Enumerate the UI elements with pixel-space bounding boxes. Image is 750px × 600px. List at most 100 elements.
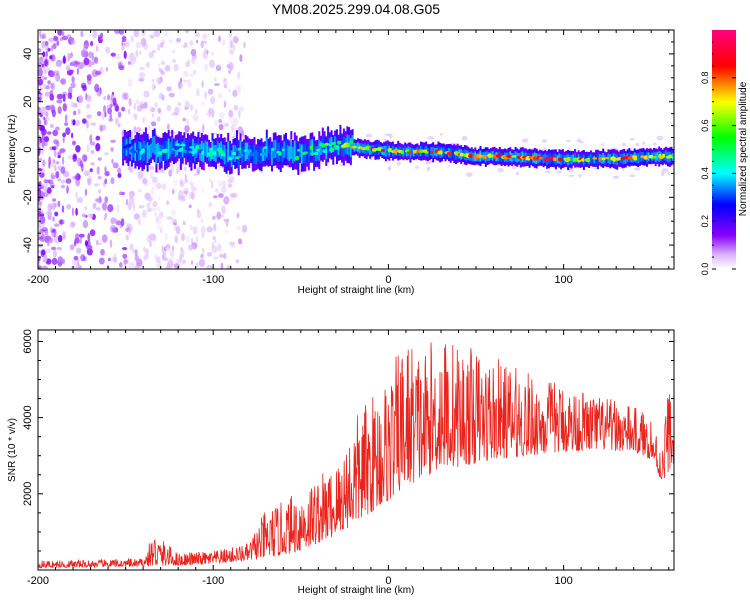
spectrogram-band-core bbox=[446, 151, 453, 156]
spectrogram-noise-mark bbox=[189, 181, 194, 187]
spectrogram-noise-mark bbox=[133, 213, 140, 220]
spectrogram-noise-mark bbox=[86, 175, 93, 183]
spectrogram-noise-mark bbox=[179, 180, 185, 188]
spectrogram-band-core bbox=[334, 145, 341, 150]
spectrogram-noise-mark bbox=[90, 149, 95, 154]
spectrogram-noise-mark bbox=[62, 56, 67, 64]
spectrogram-noise-mark bbox=[128, 261, 135, 269]
spectrogram-noise-mark bbox=[223, 196, 230, 205]
spectrogram-noise-mark bbox=[111, 158, 114, 164]
spectrogram-noise-mark bbox=[70, 265, 77, 269]
spectrogram-noise-mark bbox=[103, 105, 107, 114]
spectrogram-noise-mark bbox=[57, 178, 62, 182]
spectrogram-band-mid bbox=[136, 139, 139, 159]
spectrogram-noise-mark bbox=[75, 207, 78, 216]
spectrogram-halo-mark bbox=[580, 141, 584, 144]
spectrogram-band-core bbox=[652, 155, 658, 159]
spectrogram-noise-mark bbox=[176, 38, 181, 43]
spectrogram-noise-mark bbox=[61, 205, 65, 213]
spectrogram-noise-mark bbox=[49, 93, 55, 101]
spectrogram-band-core bbox=[584, 157, 592, 163]
spectrogram-noise-mark bbox=[86, 74, 92, 81]
spectrogram-noise-mark bbox=[86, 120, 89, 129]
spectrogram-noise-mark bbox=[38, 157, 43, 162]
spectrogram-noise-mark bbox=[238, 110, 241, 118]
spectrogram-noise-mark bbox=[223, 252, 227, 260]
spectrogram-noise-mark bbox=[204, 63, 209, 71]
spectrogram-noise-mark bbox=[206, 252, 213, 257]
spectrogram-halo-mark bbox=[466, 172, 473, 178]
spectrogram-noise-mark bbox=[119, 262, 123, 268]
spectrogram-noise-mark bbox=[105, 46, 111, 54]
spectrogram-noise-mark bbox=[50, 45, 54, 52]
spectrogram-noise-mark bbox=[107, 94, 110, 101]
spectrogram-band-core bbox=[126, 143, 133, 148]
spectrogram-noise-mark bbox=[154, 212, 157, 217]
spectrogram-halo-mark bbox=[542, 147, 547, 151]
spectrogram-noise-mark bbox=[95, 207, 101, 211]
spectrogram-noise-mark bbox=[178, 81, 182, 89]
spectrogram-band-mid bbox=[255, 150, 258, 165]
spectrogram-noise-mark bbox=[61, 35, 68, 41]
spectrogram-noise-mark bbox=[42, 141, 46, 148]
spectrogram-noise-mark bbox=[235, 259, 240, 264]
spectrogram-noise-mark bbox=[140, 37, 147, 47]
spectrogram-noise-mark bbox=[87, 232, 91, 242]
spectrogram-band-core bbox=[295, 155, 300, 161]
spectrogram-halo-mark bbox=[396, 161, 401, 166]
spectrogram-noise-mark bbox=[228, 89, 231, 93]
spectrogram-noise-mark bbox=[41, 227, 48, 232]
spectrogram-halo-mark bbox=[169, 163, 173, 167]
spectrogram-noise-mark bbox=[122, 253, 128, 259]
spectrogram-noise-mark bbox=[62, 171, 70, 178]
spectrogram-noise-mark bbox=[39, 92, 44, 100]
spectrogram-noise-mark bbox=[203, 48, 208, 55]
spectrogram-noise-mark bbox=[217, 243, 222, 252]
spectrogram-noise-mark bbox=[151, 207, 157, 212]
spectrogram-noise-mark bbox=[39, 34, 45, 39]
spectrogram-noise-mark bbox=[233, 118, 239, 126]
spectrogram-band-mid bbox=[243, 146, 245, 162]
spectrogram-noise-mark bbox=[72, 140, 76, 146]
spectrogram-noise-mark bbox=[74, 241, 77, 247]
spectrogram-ytick-label: -20 bbox=[22, 189, 34, 205]
spectrogram-noise-mark bbox=[104, 152, 109, 156]
spectrogram-noise-mark bbox=[207, 88, 214, 95]
spectrogram-band-core bbox=[261, 151, 267, 156]
spectrogram-noise-mark bbox=[202, 33, 208, 40]
spectrogram-noise-mark bbox=[112, 162, 119, 169]
spectrogram-noise-mark bbox=[59, 148, 66, 153]
spectrogram-noise-mark bbox=[149, 165, 155, 171]
spectrogram-band-mid bbox=[186, 139, 189, 156]
spectrogram-noise-mark bbox=[66, 185, 69, 194]
spectrogram-noise-mark bbox=[220, 262, 224, 269]
spectrogram-band-core bbox=[237, 147, 242, 151]
spectrogram-noise-mark bbox=[239, 54, 243, 62]
colorbar-tick-label: 0.8 bbox=[700, 72, 710, 85]
spectrogram-band-core bbox=[263, 146, 269, 149]
spectrogram-band-core bbox=[173, 145, 180, 151]
spectrogram-noise-mark bbox=[228, 109, 234, 118]
spectrogram-noise-mark bbox=[57, 154, 61, 159]
spectrogram-noise-mark bbox=[154, 253, 157, 260]
spectrogram-noise-mark bbox=[161, 245, 164, 253]
spectrogram-xlabel: Height of straight line (km) bbox=[298, 285, 415, 296]
spectrogram-noise-mark bbox=[110, 52, 117, 57]
spectrogram-noise-mark bbox=[49, 104, 55, 110]
spectrogram-band-core bbox=[131, 150, 138, 154]
spectrogram-noise-mark bbox=[201, 80, 204, 88]
spectrogram-noise-mark bbox=[196, 262, 199, 268]
spectrogram-noise-mark bbox=[128, 97, 132, 107]
spectrogram-noise-mark bbox=[48, 156, 51, 165]
spectrogram-noise-mark bbox=[184, 42, 188, 48]
spectrogram-noise-mark bbox=[71, 76, 75, 83]
spectrogram-noise-mark bbox=[133, 102, 137, 111]
spectrogram-noise-mark bbox=[60, 219, 63, 225]
spectrogram-noise-mark bbox=[123, 92, 129, 101]
spectrogram-band-mid bbox=[609, 154, 612, 165]
spectrogram-band-core bbox=[337, 140, 342, 145]
spectrogram-noise-mark bbox=[158, 211, 164, 219]
spectrogram-noise-mark bbox=[238, 238, 242, 245]
spectrogram-noise-mark bbox=[82, 85, 87, 92]
